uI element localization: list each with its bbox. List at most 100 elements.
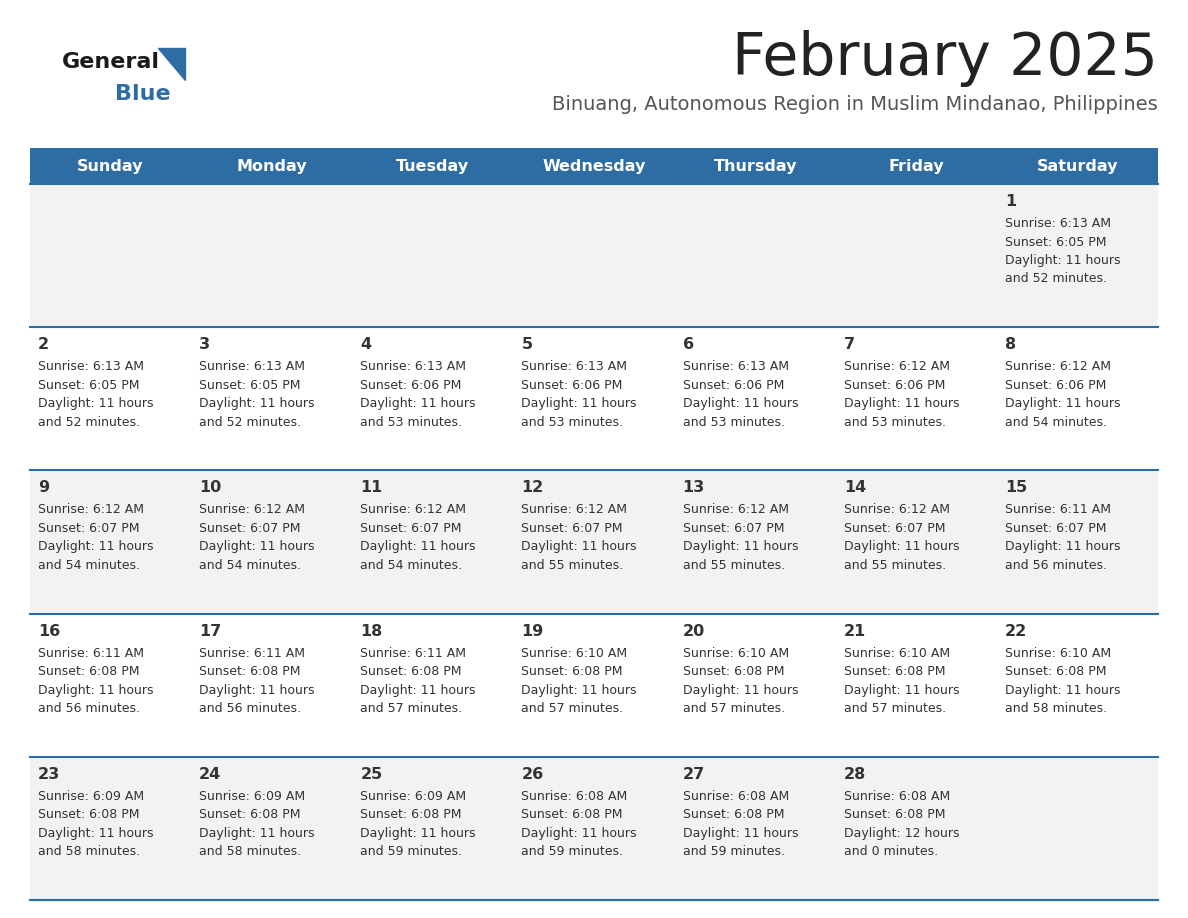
Text: 24: 24 xyxy=(200,767,221,782)
Text: and 0 minutes.: and 0 minutes. xyxy=(843,845,937,858)
Text: 9: 9 xyxy=(38,480,49,496)
Text: 5: 5 xyxy=(522,337,532,353)
Text: Daylight: 11 hours: Daylight: 11 hours xyxy=(38,397,153,410)
Text: Sunset: 6:07 PM: Sunset: 6:07 PM xyxy=(522,522,623,535)
Text: and 59 minutes.: and 59 minutes. xyxy=(360,845,462,858)
Text: Sunset: 6:07 PM: Sunset: 6:07 PM xyxy=(1005,522,1106,535)
Text: Sunrise: 6:08 AM: Sunrise: 6:08 AM xyxy=(683,789,789,803)
Text: and 54 minutes.: and 54 minutes. xyxy=(38,559,140,572)
Text: Sunset: 6:08 PM: Sunset: 6:08 PM xyxy=(522,809,623,822)
Text: Daylight: 11 hours: Daylight: 11 hours xyxy=(1005,254,1120,267)
Text: Sunset: 6:08 PM: Sunset: 6:08 PM xyxy=(683,666,784,678)
Text: Sunrise: 6:12 AM: Sunrise: 6:12 AM xyxy=(683,503,789,517)
Text: Sunset: 6:07 PM: Sunset: 6:07 PM xyxy=(200,522,301,535)
Text: Sunset: 6:08 PM: Sunset: 6:08 PM xyxy=(522,666,623,678)
Text: Sunset: 6:08 PM: Sunset: 6:08 PM xyxy=(360,809,462,822)
Text: Sunset: 6:07 PM: Sunset: 6:07 PM xyxy=(843,522,946,535)
Text: and 59 minutes.: and 59 minutes. xyxy=(522,845,624,858)
Text: and 56 minutes.: and 56 minutes. xyxy=(200,702,301,715)
Text: Binuang, Autonomous Region in Muslim Mindanao, Philippines: Binuang, Autonomous Region in Muslim Min… xyxy=(552,95,1158,114)
Text: Daylight: 11 hours: Daylight: 11 hours xyxy=(522,397,637,410)
Text: Sunset: 6:08 PM: Sunset: 6:08 PM xyxy=(200,666,301,678)
Text: 13: 13 xyxy=(683,480,704,496)
Bar xyxy=(30,756,1158,900)
Text: Daylight: 11 hours: Daylight: 11 hours xyxy=(683,541,798,554)
Text: and 56 minutes.: and 56 minutes. xyxy=(38,702,140,715)
Text: Monday: Monday xyxy=(236,159,307,174)
Text: Sunset: 6:07 PM: Sunset: 6:07 PM xyxy=(360,522,462,535)
Text: Sunrise: 6:12 AM: Sunrise: 6:12 AM xyxy=(360,503,466,517)
Text: and 53 minutes.: and 53 minutes. xyxy=(843,416,946,429)
Text: Daylight: 11 hours: Daylight: 11 hours xyxy=(200,541,315,554)
Bar xyxy=(835,148,997,184)
Text: Sunrise: 6:13 AM: Sunrise: 6:13 AM xyxy=(200,360,305,374)
Bar xyxy=(30,148,191,184)
Text: and 53 minutes.: and 53 minutes. xyxy=(360,416,462,429)
Text: Daylight: 11 hours: Daylight: 11 hours xyxy=(522,684,637,697)
Text: and 55 minutes.: and 55 minutes. xyxy=(683,559,785,572)
Text: Sunday: Sunday xyxy=(77,159,144,174)
Text: Sunset: 6:05 PM: Sunset: 6:05 PM xyxy=(1005,236,1106,249)
Text: 3: 3 xyxy=(200,337,210,353)
Polygon shape xyxy=(158,48,185,80)
Text: Thursday: Thursday xyxy=(713,159,797,174)
Text: Sunrise: 6:09 AM: Sunrise: 6:09 AM xyxy=(360,789,467,803)
Bar xyxy=(353,148,513,184)
Text: and 54 minutes.: and 54 minutes. xyxy=(360,559,462,572)
Bar xyxy=(30,470,1158,613)
Text: Sunrise: 6:11 AM: Sunrise: 6:11 AM xyxy=(38,646,144,660)
Text: Daylight: 11 hours: Daylight: 11 hours xyxy=(38,684,153,697)
Text: Sunset: 6:06 PM: Sunset: 6:06 PM xyxy=(522,379,623,392)
Text: Sunset: 6:08 PM: Sunset: 6:08 PM xyxy=(38,809,139,822)
Text: Sunrise: 6:12 AM: Sunrise: 6:12 AM xyxy=(522,503,627,517)
Text: Sunrise: 6:10 AM: Sunrise: 6:10 AM xyxy=(843,646,950,660)
Text: Sunrise: 6:13 AM: Sunrise: 6:13 AM xyxy=(38,360,144,374)
Text: and 55 minutes.: and 55 minutes. xyxy=(843,559,946,572)
Text: and 56 minutes.: and 56 minutes. xyxy=(1005,559,1107,572)
Text: 12: 12 xyxy=(522,480,544,496)
Text: Sunrise: 6:11 AM: Sunrise: 6:11 AM xyxy=(200,646,305,660)
Text: and 58 minutes.: and 58 minutes. xyxy=(200,845,302,858)
Text: Sunset: 6:06 PM: Sunset: 6:06 PM xyxy=(683,379,784,392)
Text: Daylight: 11 hours: Daylight: 11 hours xyxy=(360,397,475,410)
Text: Sunrise: 6:13 AM: Sunrise: 6:13 AM xyxy=(522,360,627,374)
Text: Sunrise: 6:10 AM: Sunrise: 6:10 AM xyxy=(522,646,627,660)
Text: 4: 4 xyxy=(360,337,372,353)
Text: Sunset: 6:07 PM: Sunset: 6:07 PM xyxy=(38,522,139,535)
Text: 28: 28 xyxy=(843,767,866,782)
Text: and 57 minutes.: and 57 minutes. xyxy=(522,702,624,715)
Text: Daylight: 11 hours: Daylight: 11 hours xyxy=(200,397,315,410)
Bar xyxy=(675,148,835,184)
Text: and 59 minutes.: and 59 minutes. xyxy=(683,845,784,858)
Text: Sunset: 6:08 PM: Sunset: 6:08 PM xyxy=(360,666,462,678)
Text: Wednesday: Wednesday xyxy=(542,159,646,174)
Text: 1: 1 xyxy=(1005,194,1016,209)
Text: Sunrise: 6:08 AM: Sunrise: 6:08 AM xyxy=(522,789,627,803)
Text: and 58 minutes.: and 58 minutes. xyxy=(38,845,140,858)
Text: Daylight: 11 hours: Daylight: 11 hours xyxy=(522,827,637,840)
Text: 27: 27 xyxy=(683,767,704,782)
Text: Friday: Friday xyxy=(889,159,944,174)
Text: 26: 26 xyxy=(522,767,544,782)
Bar xyxy=(30,184,1158,327)
Text: Daylight: 11 hours: Daylight: 11 hours xyxy=(683,684,798,697)
Text: and 57 minutes.: and 57 minutes. xyxy=(843,702,946,715)
Text: and 58 minutes.: and 58 minutes. xyxy=(1005,702,1107,715)
Text: 11: 11 xyxy=(360,480,383,496)
Text: 6: 6 xyxy=(683,337,694,353)
Text: 7: 7 xyxy=(843,337,855,353)
Text: 8: 8 xyxy=(1005,337,1016,353)
Text: Daylight: 11 hours: Daylight: 11 hours xyxy=(843,541,959,554)
Text: and 57 minutes.: and 57 minutes. xyxy=(683,702,785,715)
Text: Sunset: 6:05 PM: Sunset: 6:05 PM xyxy=(38,379,139,392)
Text: Sunrise: 6:12 AM: Sunrise: 6:12 AM xyxy=(843,503,949,517)
Text: Daylight: 12 hours: Daylight: 12 hours xyxy=(843,827,959,840)
Text: Sunset: 6:08 PM: Sunset: 6:08 PM xyxy=(38,666,139,678)
Bar xyxy=(30,613,1158,756)
Text: Sunrise: 6:12 AM: Sunrise: 6:12 AM xyxy=(38,503,144,517)
Text: Daylight: 11 hours: Daylight: 11 hours xyxy=(843,397,959,410)
Text: 2: 2 xyxy=(38,337,49,353)
Text: and 52 minutes.: and 52 minutes. xyxy=(200,416,301,429)
Bar xyxy=(30,327,1158,470)
Text: Sunrise: 6:13 AM: Sunrise: 6:13 AM xyxy=(360,360,466,374)
